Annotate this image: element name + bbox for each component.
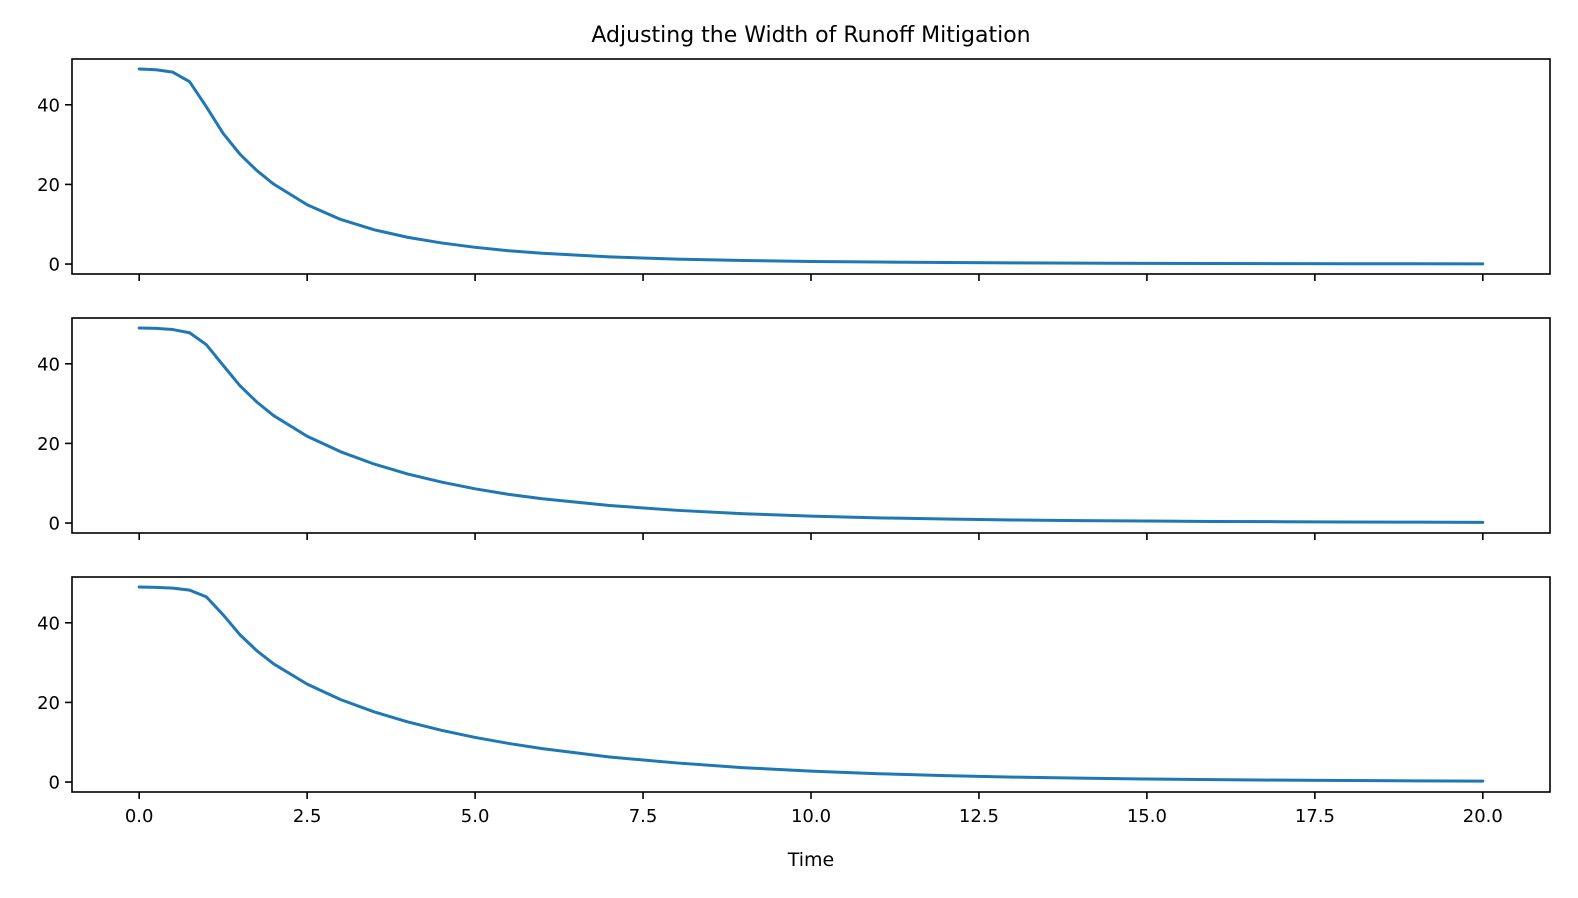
axes-frame — [71, 317, 1551, 534]
y-tick-label: 40 — [37, 354, 60, 375]
y-tick-label: 20 — [37, 175, 60, 196]
x-tick-label: 7.5 — [629, 806, 658, 827]
y-tick-label: 0 — [49, 514, 60, 535]
y-tick-label: 20 — [37, 693, 60, 714]
x-tick-label: 20.0 — [1463, 806, 1503, 827]
y-tick-label: 0 — [49, 773, 60, 794]
subplot-1: 0 20 40 — [37, 58, 1551, 281]
y-tick-label: 0 — [49, 255, 60, 276]
x-tick-label: 10.0 — [791, 806, 831, 827]
subplot-panels: 0 20 40 0 20 40 0 20 40 0.0 2.5 5.0 7.5 10.0 12.5 15.0 1… — [37, 58, 1551, 827]
axes-frame — [71, 576, 1551, 793]
x-axis-label: Time — [787, 849, 835, 871]
x-tick-label: 5.0 — [461, 806, 490, 827]
subplot-3: 0 20 40 0.0 2.5 5.0 7.5 10.0 12.5 15.0 17.5 20.0 — [37, 576, 1551, 827]
x-tick-label: 15.0 — [1127, 806, 1167, 827]
x-tick-label: 12.5 — [959, 806, 999, 827]
y-tick-label: 20 — [37, 434, 60, 455]
series-line — [137, 67, 1485, 266]
y-tick-label: 40 — [37, 613, 60, 634]
series-line — [137, 585, 1485, 783]
y-tick-label: 40 — [37, 95, 60, 116]
axes-frame — [71, 58, 1551, 275]
x-tick-label: 0.0 — [125, 806, 154, 827]
series-line — [137, 326, 1485, 524]
subplot-2: 0 20 40 — [37, 317, 1551, 540]
x-tick-label: 17.5 — [1295, 806, 1335, 827]
x-tick-label: 2.5 — [293, 806, 322, 827]
chart-title: Adjusting the Width of Runoff Mitigation — [591, 23, 1030, 48]
